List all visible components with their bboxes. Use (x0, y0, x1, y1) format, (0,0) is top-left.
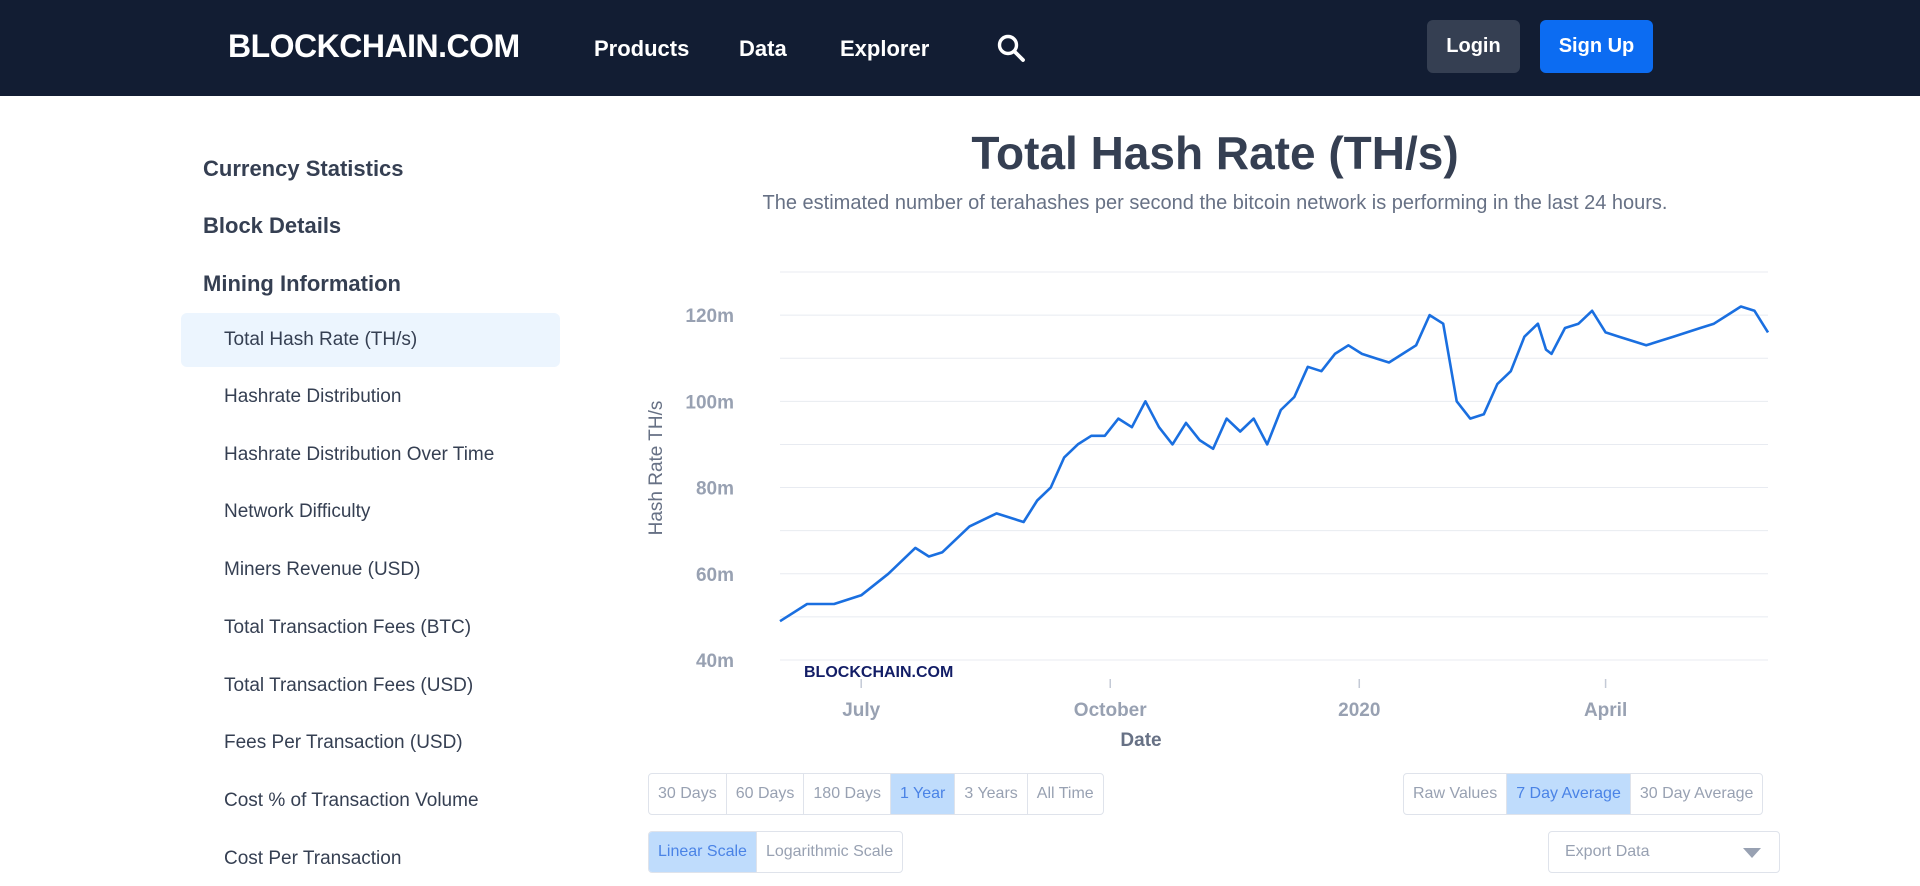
chevron-down-icon (1743, 848, 1761, 858)
average-selector: Raw Values 7 Day Average 30 Day Average (1403, 773, 1764, 815)
nav-explorer[interactable]: Explorer (840, 36, 930, 61)
sidebar-item-label: Total Transaction Fees (BTC) (224, 617, 472, 638)
raw-values-button[interactable]: Raw Values (1404, 774, 1508, 814)
sidebar-item-label: Total Transaction Fees (USD) (224, 675, 474, 696)
range-3-years-button[interactable]: 3 Years (955, 774, 1028, 814)
sidebar-item-hashrate-distribution-over-time[interactable]: Hashrate Distribution Over Time (181, 428, 560, 482)
search-icon[interactable] (996, 33, 1026, 63)
logarithmic-scale-button[interactable]: Logarithmic Scale (765, 843, 894, 860)
signup-button[interactable]: Sign Up (1540, 20, 1653, 73)
chart-watermark: BLOCKCHAIN.COM (804, 664, 953, 681)
range-30-days-button[interactable]: 30 Days (649, 774, 727, 814)
x-tick-label: 2020 (1338, 700, 1380, 721)
sidebar-item-cost-per-transaction[interactable]: Cost Per Transaction (181, 832, 560, 886)
sidebar-item-label: Network Difficulty (224, 501, 371, 522)
top-navbar: BLOCKCHAIN.COM Products Data Explorer Lo… (0, 0, 1920, 96)
sidebar-item-label: Miners Revenue (USD) (224, 559, 421, 580)
sidebar-section-mining-information[interactable]: Mining Information (203, 271, 401, 296)
sidebar-item-label: Total Hash Rate (TH/s) (224, 329, 418, 350)
x-tick-label: July (842, 700, 880, 721)
blockchain-logo[interactable]: BLOCKCHAIN.COM (228, 28, 520, 64)
thirty-day-average-button[interactable]: 30 Day Average (1639, 785, 1754, 802)
seven-day-average-button[interactable]: 7 Day Average (1507, 774, 1631, 814)
y-tick-label: 60m (696, 565, 734, 586)
sidebar-item-label: Fees Per Transaction (USD) (224, 732, 463, 753)
sidebar-item-total-transaction-fees-btc[interactable]: Total Transaction Fees (BTC) (181, 601, 560, 655)
x-tick-label: April (1584, 700, 1627, 721)
sidebar-item-label: Hashrate Distribution (224, 386, 402, 407)
x-tick-label: October (1074, 700, 1147, 721)
sidebar-item-network-difficulty[interactable]: Network Difficulty (181, 485, 560, 539)
chart-subtitle: The estimated number of terahashes per s… (762, 192, 1668, 214)
sidebar-section-currency-statistics[interactable]: Currency Statistics (203, 156, 404, 181)
sidebar-item-label: Cost % of Transaction Volume (224, 790, 479, 811)
series-line-7-day-average (779, 305, 1770, 623)
sidebar-item-label: Cost Per Transaction (224, 848, 402, 869)
y-axis-ticks: 40m 60m 80m 100m 120m (685, 306, 734, 672)
y-tick-label: 40m (696, 651, 734, 672)
sidebar-item-miners-revenue[interactable]: Miners Revenue (USD) (181, 543, 560, 597)
y-tick-label: 100m (685, 392, 734, 413)
sidebar-item-label: Hashrate Distribution Over Time (224, 444, 495, 465)
sidebar-item-hashrate-distribution[interactable]: Hashrate Distribution (181, 370, 560, 424)
export-data-label: Export Data (1565, 843, 1650, 860)
range-all-time-button[interactable]: All Time (1036, 785, 1094, 802)
nav-data[interactable]: Data (739, 36, 787, 61)
export-data-dropdown[interactable]: Export Data (1548, 831, 1780, 873)
y-tick-label: 80m (696, 479, 734, 500)
sidebar-section-block-details[interactable]: Block Details (203, 213, 342, 238)
linear-scale-button[interactable]: Linear Scale (649, 832, 757, 872)
x-axis-label: Date (1120, 730, 1161, 751)
login-button[interactable]: Login (1427, 20, 1520, 73)
sidebar-item-fees-per-transaction[interactable]: Fees Per Transaction (USD) (181, 716, 560, 770)
scale-selector: Linear Scale Logarithmic Scale (648, 831, 904, 873)
y-axis-label: Hash Rate TH/s (646, 401, 667, 536)
sidebar-item-total-hash-rate[interactable]: Total Hash Rate (TH/s) (181, 313, 560, 367)
sidebar-item-cost-percent-transaction-volume[interactable]: Cost % of Transaction Volume (181, 774, 560, 828)
range-180-days-button[interactable]: 180 Days (804, 774, 891, 814)
range-1-year-button[interactable]: 1 Year (891, 774, 956, 814)
y-tick-label: 120m (685, 306, 734, 327)
page-title: Total Hash Rate (TH/s) (971, 127, 1459, 179)
range-60-days-button[interactable]: 60 Days (727, 774, 805, 814)
nav-products[interactable]: Products (594, 36, 690, 61)
x-axis-ticks: July October 2020 April (842, 679, 1627, 721)
time-range-selector: 30 Days 60 Days 180 Days 1 Year 3 Years … (648, 773, 1104, 815)
chart-gridlines (780, 271, 1768, 661)
sidebar-item-total-transaction-fees-usd[interactable]: Total Transaction Fees (USD) (181, 659, 560, 713)
